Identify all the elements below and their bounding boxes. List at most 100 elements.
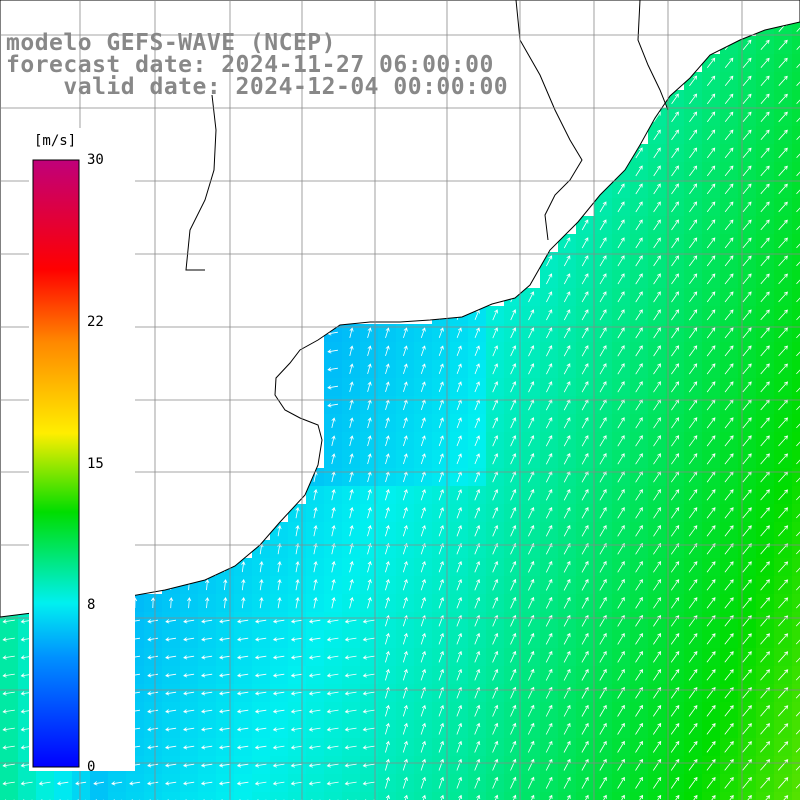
wind-arrow: [671, 309, 680, 321]
wind-arrow: [599, 381, 607, 393]
wind-arrow: [546, 255, 553, 267]
wind-arrow: [255, 637, 267, 642]
wind-arrow: [93, 781, 105, 786]
wind-arrow: [670, 722, 680, 735]
wind-arrow: [778, 741, 789, 753]
wind-arrow: [778, 777, 789, 789]
wind-arrow: [795, 657, 800, 663]
wind-arrow: [581, 740, 589, 753]
wind-arrow: [653, 165, 661, 177]
wind-arrow: [545, 650, 553, 663]
wind-arrow: [456, 417, 462, 429]
wind-arrow: [290, 745, 303, 750]
wind-arrow: [510, 704, 517, 717]
wind-arrow: [474, 722, 481, 735]
wind-arrow: [420, 453, 426, 465]
wind-arrow: [313, 596, 318, 609]
wind-arrow: [724, 758, 734, 771]
wind-arrow: [201, 673, 213, 678]
wind-arrow: [671, 327, 680, 339]
wind-arrow: [706, 111, 716, 123]
wind-arrow: [617, 578, 625, 591]
field-cell: [792, 36, 800, 54]
wind-arrow: [219, 673, 231, 678]
wind-arrow: [476, 794, 481, 800]
wind-arrow: [688, 704, 698, 717]
wind-arrow: [563, 327, 571, 339]
field-cell: [792, 486, 800, 504]
wind-arrow: [147, 691, 159, 696]
wind-arrow: [653, 273, 661, 285]
wind-arrow: [331, 596, 336, 609]
wind-arrow: [545, 704, 553, 717]
wind-arrow: [147, 619, 159, 624]
wind-arrow: [492, 758, 499, 771]
wind-arrow: [510, 596, 517, 609]
wind-arrow: [331, 578, 336, 591]
wind-arrow: [778, 291, 788, 303]
wind-arrow: [724, 597, 734, 609]
wind-arrow: [796, 531, 800, 537]
wind-arrow: [385, 794, 390, 800]
wind-arrow: [474, 632, 481, 645]
wind-arrow: [165, 619, 177, 624]
wind-arrow: [796, 405, 800, 411]
wind-arrow: [510, 453, 517, 465]
wind-arrow: [778, 363, 788, 375]
wind-arrow: [760, 309, 770, 321]
wind-arrow: [796, 279, 800, 285]
wind-arrow: [760, 129, 770, 141]
field-cell: [792, 90, 800, 108]
wind-arrow: [796, 45, 800, 50]
wind-arrow: [510, 524, 517, 537]
wind-arrow: [254, 709, 267, 714]
wind-arrow: [796, 207, 800, 213]
wind-arrow: [528, 345, 535, 357]
wind-arrow: [385, 704, 390, 717]
wind-arrow: [796, 603, 800, 609]
wind-arrow: [706, 597, 716, 609]
wind-arrow: [402, 489, 408, 501]
wind-arrow: [403, 435, 408, 447]
wind-arrow: [38, 781, 51, 786]
wind-arrow: [563, 345, 571, 357]
wind-arrow: [670, 758, 680, 771]
wind-arrow: [778, 723, 789, 735]
wind-arrow: [402, 740, 408, 753]
wind-arrow: [706, 75, 716, 87]
wind-arrow: [599, 363, 607, 375]
colorbar-tick: 8: [87, 597, 96, 614]
wind-arrow: [438, 381, 444, 393]
wind-arrow: [621, 794, 625, 800]
wind-arrow: [254, 727, 267, 732]
wind-arrow: [724, 381, 734, 393]
wind-arrow: [724, 219, 734, 231]
wind-arrow: [420, 722, 426, 735]
field-cell: [540, 792, 558, 800]
wind-arrow: [385, 668, 390, 681]
wind-arrow: [617, 183, 625, 195]
wind-arrow: [2, 637, 15, 642]
wind-arrow: [403, 363, 408, 375]
wind-arrow: [671, 147, 679, 159]
wind-arrow: [236, 781, 249, 786]
wind-arrow: [528, 650, 535, 663]
wind-arrow: [724, 651, 734, 663]
wind-arrow: [313, 561, 318, 573]
wind-arrow: [272, 709, 285, 714]
wind-arrow: [796, 477, 800, 483]
wind-arrow: [796, 225, 800, 231]
field-cell: [792, 162, 800, 180]
wind-arrow: [326, 709, 339, 714]
wind-arrow: [421, 794, 426, 800]
wind-arrow: [147, 763, 159, 768]
wind-arrow: [272, 745, 285, 750]
wind-arrow: [344, 781, 357, 786]
colorbar-tick: 0: [87, 759, 96, 775]
wind-arrow: [706, 417, 716, 429]
field-cell: [378, 792, 396, 800]
wind-arrow: [183, 673, 195, 678]
wind-arrow: [742, 219, 752, 231]
wind-arrow: [706, 57, 716, 69]
wind-arrow: [367, 345, 372, 357]
